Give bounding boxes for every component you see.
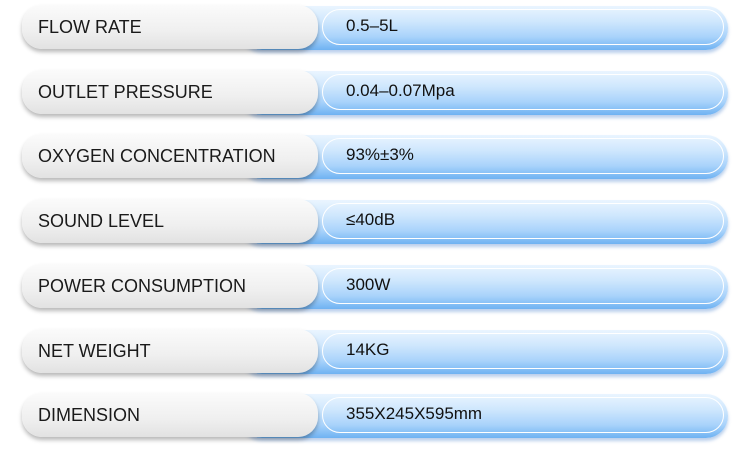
- spec-label: POWER CONSUMPTION: [38, 275, 247, 296]
- spec-row: POWER CONSUMPTION 300W: [0, 263, 750, 311]
- spec-label: FLOW RATE: [38, 17, 142, 37]
- label-pill: [22, 328, 318, 373]
- value-pill: [322, 138, 724, 175]
- value-pill: [322, 332, 724, 369]
- spec-label: OXYGEN CONCENTRATION: [38, 146, 276, 167]
- spec-label: SOUND LEVEL: [38, 211, 165, 232]
- spec-row: NET WEIGHT 14KG: [0, 328, 750, 376]
- label-pill: [22, 69, 318, 114]
- spec-row: OXYGEN CONCENTRATION 93%±3%: [0, 133, 750, 181]
- spec-label: DIMENSION: [38, 405, 141, 426]
- spec-value: 300W: [346, 274, 391, 294]
- label-pill: [22, 199, 318, 244]
- spec-value: 355X245X595mm: [346, 404, 483, 424]
- spec-label: NET WEIGHT: [38, 340, 151, 361]
- label-pill: [22, 134, 318, 179]
- spec-row: FLOW RATE 0.5–5L: [0, 4, 750, 52]
- spec-value: 93%±3%: [346, 145, 414, 165]
- value-bar: [240, 394, 728, 439]
- value-pill: [322, 203, 724, 240]
- value-pill: [322, 397, 724, 434]
- spec-value: 14KG: [346, 339, 390, 359]
- label-pill: [22, 263, 318, 308]
- spec-row: SOUND LEVEL ≤40dB: [0, 198, 750, 246]
- spec-row: DIMENSION 355X245X595mm: [0, 392, 750, 440]
- value-bar: [240, 264, 728, 309]
- spec-value: ≤40dB: [346, 210, 396, 230]
- spec-row: OUTLET PRESSURE 0.04–0.07Mpa: [0, 69, 750, 117]
- value-bar: [240, 329, 728, 374]
- value-bar: [240, 70, 728, 115]
- spec-value: 0.04–0.07Mpa: [346, 80, 455, 100]
- label-pill: [22, 5, 318, 49]
- value-bar: [240, 200, 728, 245]
- label-pill: [22, 393, 318, 438]
- spec-value: 0.5–5L: [346, 16, 398, 35]
- value-pill: [322, 9, 724, 45]
- value-bar: [240, 135, 728, 180]
- value-pill: [322, 73, 724, 110]
- value-bar: [240, 6, 728, 50]
- spec-label: OUTLET PRESSURE: [38, 81, 213, 102]
- value-pill: [322, 267, 724, 304]
